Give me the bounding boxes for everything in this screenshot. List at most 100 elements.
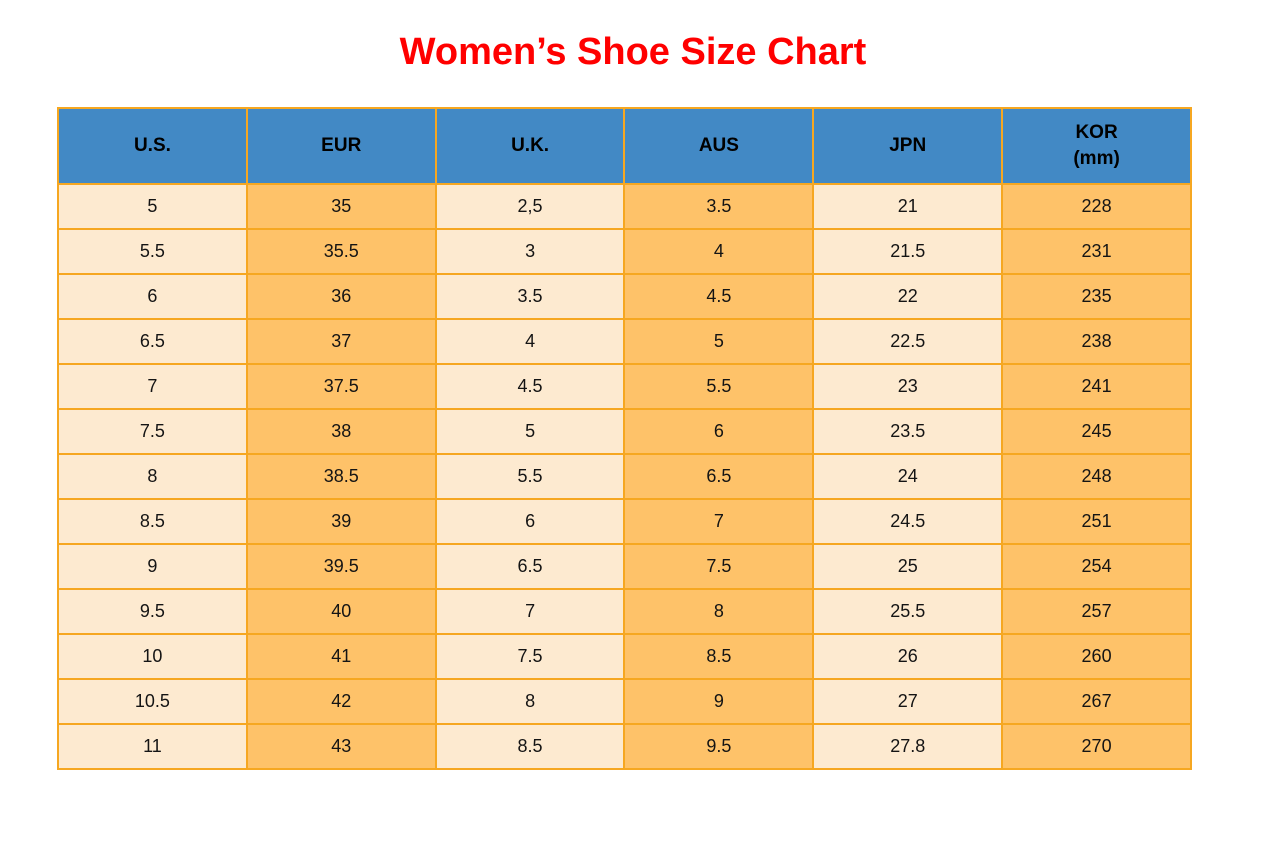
- column-header-kor: KOR (mm): [1001, 107, 1192, 185]
- size-cell-kor: 267: [1001, 678, 1192, 725]
- size-cell-kor: 231: [1001, 228, 1192, 275]
- size-cell-kor: 248: [1001, 453, 1192, 500]
- size-cell-eur: 39.5: [245, 543, 437, 590]
- page-title: Women’s Shoe Size Chart: [399, 31, 867, 73]
- size-cell-uk: 7: [434, 588, 626, 635]
- table-row: 10 41 7.5 8.5 26 260: [57, 633, 1192, 680]
- size-cell-jpn: 23: [812, 363, 1004, 410]
- shoe-size-table: U.S. EUR U.K. AUS JPN KOR (mm) 5 35 2,5 3.5 21 228 5…: [57, 107, 1192, 770]
- column-header-label: JPN: [889, 135, 927, 157]
- size-cell-jpn: 22: [812, 273, 1004, 320]
- size-cell-uk: 5.5: [434, 453, 626, 500]
- size-cell-us: 5.5: [57, 228, 248, 275]
- size-cell-uk: 3.5: [434, 273, 626, 320]
- size-cell-aus: 3.5: [623, 183, 815, 230]
- size-cell-uk: 6: [434, 498, 626, 545]
- column-header-eur: EUR: [245, 107, 437, 185]
- column-header-label: EUR: [321, 135, 362, 157]
- table-row: 9.5 40 7 8 25.5 257: [57, 588, 1192, 635]
- size-cell-jpn: 27.8: [812, 723, 1004, 770]
- size-cell-us: 9: [57, 543, 248, 590]
- size-cell-aus: 4.5: [623, 273, 815, 320]
- size-cell-kor: 270: [1001, 723, 1192, 770]
- size-cell-jpn: 21.5: [812, 228, 1004, 275]
- size-cell-eur: 37: [245, 318, 437, 365]
- size-cell-us: 8: [57, 453, 248, 500]
- size-cell-eur: 39: [245, 498, 437, 545]
- size-cell-kor: 257: [1001, 588, 1192, 635]
- size-cell-us: 5: [57, 183, 248, 230]
- size-cell-uk: 5: [434, 408, 626, 455]
- size-cell-aus: 6.5: [623, 453, 815, 500]
- size-cell-us: 8.5: [57, 498, 248, 545]
- size-cell-aus: 9.5: [623, 723, 815, 770]
- size-cell-kor: 260: [1001, 633, 1192, 680]
- size-cell-uk: 2,5: [434, 183, 626, 230]
- size-cell-uk: 4: [434, 318, 626, 365]
- table-row: 11 43 8.5 9.5 27.8 270: [57, 723, 1192, 770]
- column-header-jpn: JPN: [812, 107, 1004, 185]
- size-cell-kor: 228: [1001, 183, 1192, 230]
- size-cell-eur: 40: [245, 588, 437, 635]
- size-cell-uk: 6.5: [434, 543, 626, 590]
- size-cell-aus: 6: [623, 408, 815, 455]
- column-header-label: KOR: [1075, 122, 1118, 144]
- size-cell-uk: 8: [434, 678, 626, 725]
- size-cell-eur: 43: [245, 723, 437, 770]
- size-cell-kor: 251: [1001, 498, 1192, 545]
- column-header-sublabel: (mm): [1073, 148, 1120, 169]
- size-cell-eur: 38: [245, 408, 437, 455]
- size-cell-uk: 7.5: [434, 633, 626, 680]
- size-cell-jpn: 24: [812, 453, 1004, 500]
- table-row: 7 37.5 4.5 5.5 23 241: [57, 363, 1192, 410]
- size-cell-aus: 9: [623, 678, 815, 725]
- column-header-us: U.S.: [57, 107, 248, 185]
- size-cell-eur: 35: [245, 183, 437, 230]
- size-cell-uk: 8.5: [434, 723, 626, 770]
- table-row: 8 38.5 5.5 6.5 24 248: [57, 453, 1192, 500]
- size-cell-uk: 3: [434, 228, 626, 275]
- table-row: 6.5 37 4 5 22.5 238: [57, 318, 1192, 365]
- table-row: 8.5 39 6 7 24.5 251: [57, 498, 1192, 545]
- size-cell-kor: 245: [1001, 408, 1192, 455]
- table-header: U.S. EUR U.K. AUS JPN KOR (mm): [57, 107, 1192, 185]
- size-cell-us: 10: [57, 633, 248, 680]
- size-cell-jpn: 21: [812, 183, 1004, 230]
- size-cell-aus: 8: [623, 588, 815, 635]
- table-row: 7.5 38 5 6 23.5 245: [57, 408, 1192, 455]
- size-cell-eur: 35.5: [245, 228, 437, 275]
- size-cell-eur: 38.5: [245, 453, 437, 500]
- column-header-label: AUS: [698, 135, 739, 157]
- table-row: 5.5 35.5 3 4 21.5 231: [57, 228, 1192, 275]
- size-cell-jpn: 26: [812, 633, 1004, 680]
- size-cell-uk: 4.5: [434, 363, 626, 410]
- size-cell-eur: 42: [245, 678, 437, 725]
- size-cell-jpn: 24.5: [812, 498, 1004, 545]
- size-cell-eur: 41: [245, 633, 437, 680]
- size-cell-us: 11: [57, 723, 248, 770]
- size-cell-kor: 241: [1001, 363, 1192, 410]
- size-cell-aus: 7: [623, 498, 815, 545]
- size-cell-aus: 7.5: [623, 543, 815, 590]
- size-cell-us: 9.5: [57, 588, 248, 635]
- table-body: 5 35 2,5 3.5 21 228 5.5 35.5 3 4 21.5 231 6 36 3.5 4.5 2…: [57, 183, 1192, 770]
- table-row: 9 39.5 6.5 7.5 25 254: [57, 543, 1192, 590]
- size-cell-us: 6.5: [57, 318, 248, 365]
- size-cell-aus: 5.5: [623, 363, 815, 410]
- column-header-label: U.K.: [511, 135, 550, 157]
- size-cell-kor: 254: [1001, 543, 1192, 590]
- column-header-aus: AUS: [623, 107, 815, 185]
- table-row: 5 35 2,5 3.5 21 228: [57, 183, 1192, 230]
- size-cell-jpn: 25.5: [812, 588, 1004, 635]
- size-cell-us: 10.5: [57, 678, 248, 725]
- size-cell-jpn: 25: [812, 543, 1004, 590]
- size-cell-us: 6: [57, 273, 248, 320]
- size-cell-jpn: 27: [812, 678, 1004, 725]
- size-cell-eur: 36: [245, 273, 437, 320]
- size-cell-kor: 235: [1001, 273, 1192, 320]
- size-cell-jpn: 22.5: [812, 318, 1004, 365]
- size-cell-aus: 4: [623, 228, 815, 275]
- size-cell-eur: 37.5: [245, 363, 437, 410]
- header-row: U.S. EUR U.K. AUS JPN KOR (mm): [57, 107, 1192, 185]
